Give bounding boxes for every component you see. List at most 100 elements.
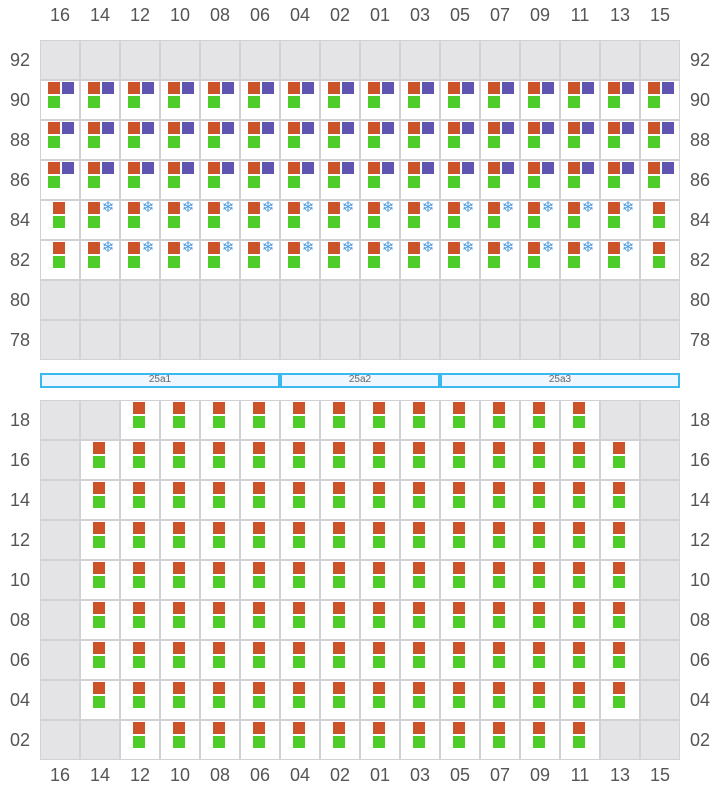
empty-slot[interactable] (600, 320, 640, 360)
container-slot[interactable] (520, 200, 560, 240)
empty-slot[interactable] (640, 520, 680, 560)
empty-slot[interactable] (600, 280, 640, 320)
container-slot[interactable] (160, 240, 200, 280)
empty-slot[interactable] (40, 640, 80, 680)
container-slot[interactable] (160, 160, 200, 200)
empty-slot[interactable] (40, 680, 80, 720)
empty-slot[interactable] (640, 280, 680, 320)
empty-slot[interactable] (280, 320, 320, 360)
container-slot[interactable] (80, 120, 120, 160)
container-slot[interactable] (120, 160, 160, 200)
empty-slot[interactable] (320, 40, 360, 80)
container-slot[interactable] (480, 240, 520, 280)
empty-slot[interactable] (640, 480, 680, 520)
container-slot[interactable] (400, 400, 440, 440)
container-slot[interactable] (160, 120, 200, 160)
container-slot[interactable] (240, 80, 280, 120)
empty-slot[interactable] (400, 40, 440, 80)
container-slot[interactable] (280, 160, 320, 200)
container-slot[interactable] (320, 160, 360, 200)
bay-section-25a3[interactable]: 25a3 (440, 373, 680, 388)
empty-slot[interactable] (520, 320, 560, 360)
container-slot[interactable] (600, 200, 640, 240)
empty-slot[interactable] (640, 720, 680, 760)
empty-slot[interactable] (360, 40, 400, 80)
container-slot[interactable] (160, 80, 200, 120)
empty-slot[interactable] (400, 280, 440, 320)
container-slot[interactable] (240, 160, 280, 200)
container-slot[interactable] (520, 240, 560, 280)
empty-slot[interactable] (640, 560, 680, 600)
empty-slot[interactable] (480, 320, 520, 360)
empty-slot[interactable] (80, 720, 120, 760)
empty-slot[interactable] (600, 40, 640, 80)
empty-slot[interactable] (80, 400, 120, 440)
empty-slot[interactable] (40, 720, 80, 760)
bay-section-25a2[interactable]: 25a2 (280, 373, 440, 388)
container-slot[interactable] (400, 120, 440, 160)
container-slot[interactable] (480, 200, 520, 240)
container-slot[interactable] (600, 240, 640, 280)
container-slot[interactable] (120, 120, 160, 160)
container-slot[interactable] (280, 240, 320, 280)
empty-slot[interactable] (200, 320, 240, 360)
container-slot[interactable] (600, 120, 640, 160)
container-slot[interactable] (520, 80, 560, 120)
empty-slot[interactable] (40, 280, 80, 320)
empty-slot[interactable] (640, 400, 680, 440)
container-slot[interactable] (80, 80, 120, 120)
empty-slot[interactable] (480, 280, 520, 320)
container-slot[interactable] (320, 240, 360, 280)
container-slot[interactable] (360, 120, 400, 160)
empty-slot[interactable] (600, 400, 640, 440)
container-slot[interactable] (440, 80, 480, 120)
empty-slot[interactable] (280, 40, 320, 80)
container-slot[interactable] (280, 200, 320, 240)
container-slot[interactable] (360, 200, 400, 240)
empty-slot[interactable] (240, 280, 280, 320)
empty-slot[interactable] (640, 600, 680, 640)
empty-slot[interactable] (560, 280, 600, 320)
container-slot[interactable] (560, 200, 600, 240)
container-slot[interactable] (360, 240, 400, 280)
empty-slot[interactable] (640, 40, 680, 80)
container-slot[interactable] (360, 80, 400, 120)
container-slot[interactable] (240, 200, 280, 240)
empty-slot[interactable] (160, 320, 200, 360)
container-slot[interactable] (80, 200, 120, 240)
container-slot[interactable] (200, 80, 240, 120)
container-slot[interactable] (560, 240, 600, 280)
container-slot[interactable] (440, 160, 480, 200)
container-slot[interactable] (600, 80, 640, 120)
empty-slot[interactable] (280, 280, 320, 320)
container-slot[interactable] (200, 120, 240, 160)
container-slot[interactable] (520, 160, 560, 200)
empty-slot[interactable] (360, 280, 400, 320)
container-slot[interactable] (80, 240, 120, 280)
container-slot[interactable] (360, 160, 400, 200)
container-slot[interactable] (480, 80, 520, 120)
container-slot[interactable] (160, 200, 200, 240)
empty-slot[interactable] (640, 320, 680, 360)
container-slot[interactable] (120, 80, 160, 120)
empty-slot[interactable] (120, 40, 160, 80)
empty-slot[interactable] (120, 280, 160, 320)
empty-slot[interactable] (200, 40, 240, 80)
container-slot[interactable] (320, 80, 360, 120)
container-slot[interactable] (320, 120, 360, 160)
container-slot[interactable] (200, 160, 240, 200)
container-slot[interactable] (240, 120, 280, 160)
container-slot[interactable] (480, 160, 520, 200)
container-slot[interactable] (600, 160, 640, 200)
empty-slot[interactable] (520, 280, 560, 320)
container-slot[interactable] (80, 160, 120, 200)
container-slot[interactable] (640, 80, 680, 120)
empty-slot[interactable] (600, 720, 640, 760)
empty-slot[interactable] (520, 40, 560, 80)
container-slot[interactable] (640, 160, 680, 200)
empty-slot[interactable] (40, 560, 80, 600)
empty-slot[interactable] (240, 40, 280, 80)
container-slot[interactable] (400, 200, 440, 240)
container-slot[interactable] (640, 120, 680, 160)
container-slot[interactable] (560, 120, 600, 160)
